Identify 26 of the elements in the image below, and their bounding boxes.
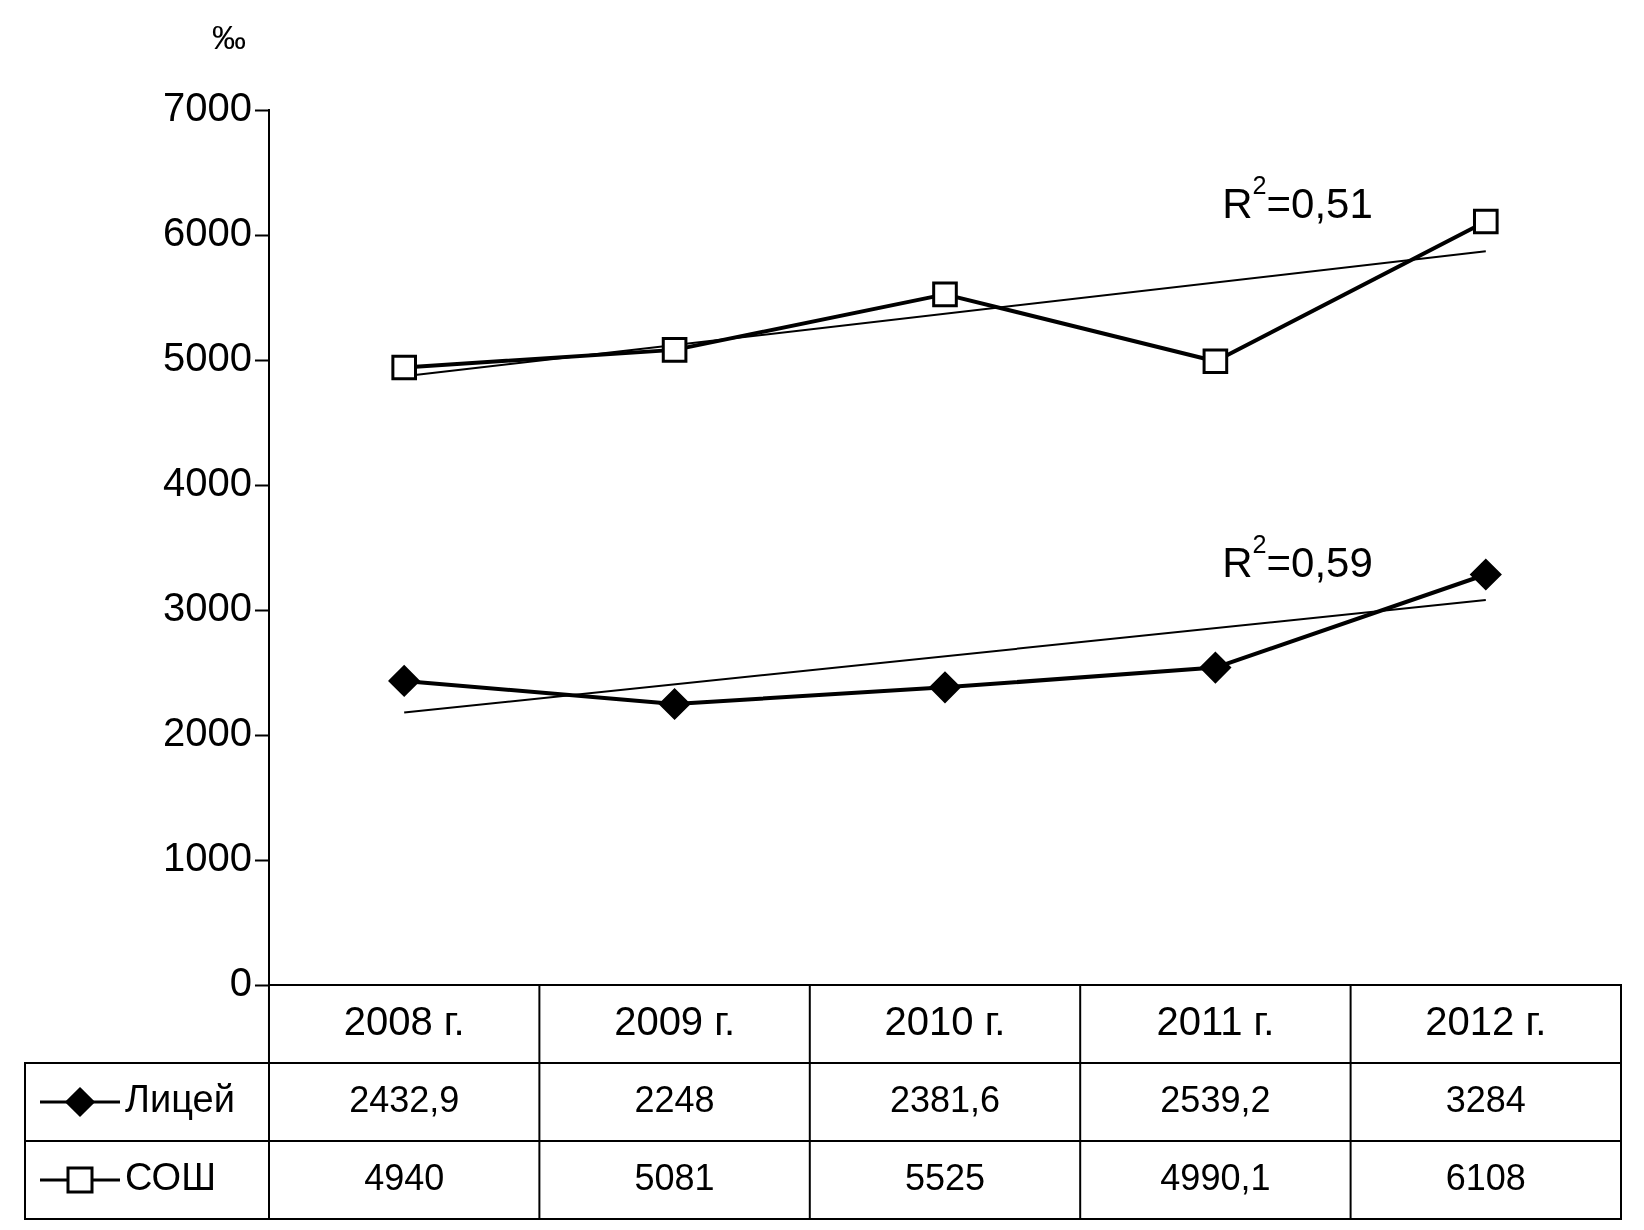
- x-tick-label: 2008 г.: [343, 999, 465, 1044]
- data-label: 2381,6: [889, 1078, 1001, 1120]
- y-tick-label: 4000: [163, 460, 252, 505]
- legend-label: Лицей: [125, 1078, 235, 1121]
- x-tick-label: 2012 г.: [1425, 999, 1547, 1044]
- y-tick-label: 5000: [163, 335, 252, 380]
- data-label: 2539,2: [1160, 1078, 1271, 1120]
- x-tick-label: 2011 г.: [1156, 999, 1275, 1044]
- y-tick-label: 2000: [163, 710, 252, 755]
- y-tick-label: 3000: [163, 585, 252, 630]
- x-tick-label: 2009 г.: [614, 999, 736, 1044]
- legend-label: СОШ: [125, 1156, 216, 1199]
- y-tick-label: 7000: [163, 85, 252, 130]
- x-tick-label: 2010 г.: [884, 999, 1006, 1044]
- data-label: 4940: [364, 1156, 445, 1198]
- y-tick-label: 6000: [163, 210, 252, 255]
- data-label: 5081: [634, 1156, 715, 1198]
- data-label: 2432,9: [349, 1078, 460, 1120]
- data-label: 5525: [904, 1156, 986, 1198]
- data-label: 4990,1: [1160, 1156, 1271, 1198]
- y-tick-label: 1000: [163, 835, 252, 880]
- y-tick-label: 0: [229, 960, 252, 1005]
- data-label: 3284: [1445, 1078, 1526, 1120]
- data-label: 6108: [1445, 1156, 1526, 1198]
- data-label: 2248: [634, 1078, 715, 1120]
- y-axis-title: ‰: [211, 18, 246, 57]
